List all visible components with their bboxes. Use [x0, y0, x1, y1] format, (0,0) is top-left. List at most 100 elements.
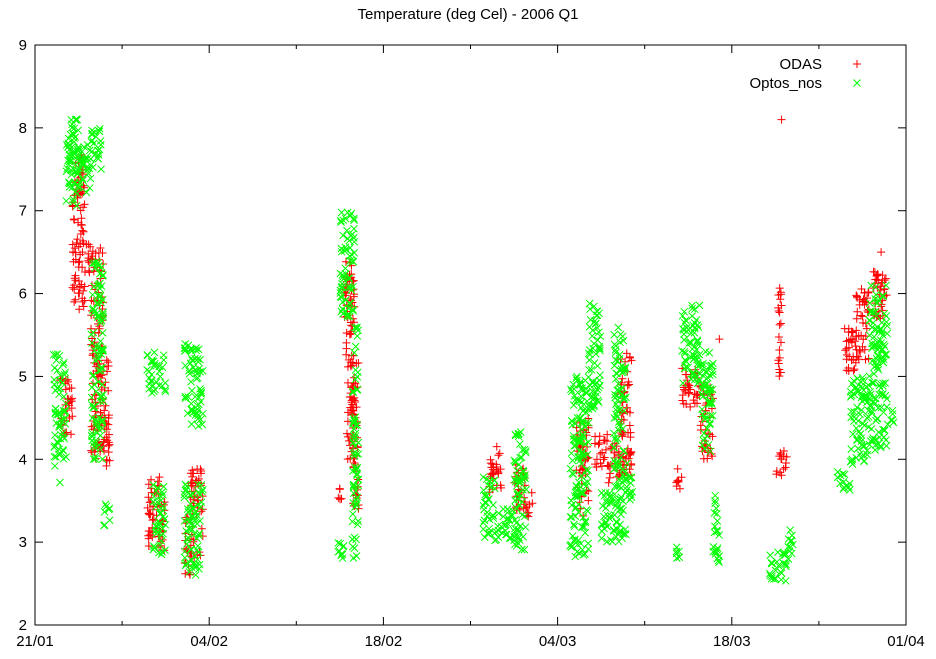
optos-nos-point — [94, 351, 102, 359]
odas-point — [686, 402, 695, 411]
optos-nos-point — [93, 313, 102, 322]
optos-nos-point — [577, 419, 586, 428]
optos-nos-point — [592, 311, 601, 320]
optos-nos-point — [878, 390, 887, 399]
optos-nos-point — [191, 571, 200, 579]
optos-nos-point — [187, 563, 196, 572]
odas-point — [775, 320, 784, 329]
optos-nos-point — [672, 554, 681, 563]
optos-nos-point — [876, 443, 885, 452]
optos-nos-point — [69, 148, 78, 157]
optos-nos-point — [343, 208, 352, 217]
optos-nos-point — [570, 522, 579, 531]
optos-nos-point — [610, 490, 619, 499]
optos-nos-point — [784, 555, 793, 563]
odas-point — [487, 463, 496, 472]
odas-point — [625, 421, 634, 430]
odas-point — [852, 352, 861, 361]
odas-point — [349, 406, 358, 415]
optos-nos-point — [613, 413, 622, 421]
optos-nos-point — [349, 431, 358, 440]
optos-nos-point — [65, 141, 74, 149]
optos-nos-point — [349, 388, 358, 397]
odas-point — [775, 346, 784, 355]
optos-nos-point — [715, 558, 723, 567]
optos-nos-point — [70, 124, 79, 133]
odas-point — [626, 448, 635, 457]
odas-point — [94, 328, 103, 337]
optos-nos-point — [519, 466, 528, 475]
optos-nos-point — [55, 445, 63, 454]
optos-nos-point — [577, 392, 585, 401]
optos-nos-point — [703, 368, 711, 376]
optos-nos-point — [197, 481, 206, 489]
x-tick-label: 04/02 — [190, 633, 228, 650]
optos-nos-point — [50, 452, 59, 461]
odas-point — [194, 474, 203, 483]
optos-nos-point — [866, 308, 875, 317]
optos-nos-point — [571, 488, 580, 497]
odas-point — [335, 484, 344, 493]
optos-nos-point — [877, 380, 885, 388]
optos-nos-point — [351, 503, 359, 511]
odas-point — [715, 335, 724, 344]
optos-nos-point — [149, 357, 158, 366]
odas-point — [79, 302, 88, 311]
optos-nos-point — [479, 486, 488, 495]
optos-nos-point — [839, 485, 848, 493]
odas-point — [528, 499, 537, 508]
axes-layer: 2 3 4 5 6 7 8 9 21/01 04/02 18/02 04/03 18/03 01/04 — [16, 37, 925, 650]
optos-nos-point — [567, 449, 576, 458]
optos-nos-point — [680, 336, 688, 344]
optos-nos-point — [96, 445, 105, 454]
optos-nos-point — [880, 351, 889, 359]
optos-nos-point — [159, 482, 168, 491]
optos-nos-point — [334, 539, 343, 547]
optos-nos-point — [188, 386, 196, 395]
optos-nos-point — [186, 346, 195, 354]
optos-nos-point — [690, 305, 699, 314]
odas-point — [337, 494, 346, 503]
odas-point — [774, 359, 783, 368]
odas-point — [497, 483, 506, 492]
optos-nos-point — [95, 124, 104, 133]
optos-nos-point — [50, 462, 59, 470]
optos-nos-point — [53, 437, 62, 446]
optos-nos-point — [610, 340, 619, 349]
odas-point — [673, 477, 682, 486]
odas-point — [856, 347, 865, 356]
optos-nos-point — [350, 452, 359, 460]
optos-nos-point — [517, 545, 526, 554]
optos-nos-point — [198, 420, 207, 429]
optos-nos-point — [52, 453, 60, 461]
optos-nos-point — [852, 454, 861, 462]
odas-point — [777, 115, 786, 124]
optos-nos-point — [62, 197, 71, 205]
optos-nos-point — [91, 455, 100, 463]
odas-point — [841, 346, 850, 355]
optos-nos-point — [588, 332, 597, 340]
optos-nos-point — [865, 316, 874, 325]
optos-nos-point — [88, 339, 96, 347]
odas-point — [74, 258, 83, 267]
optos-nos-point — [591, 319, 600, 328]
x-tick-label: 21/01 — [16, 633, 54, 650]
optos-nos-point — [680, 318, 689, 327]
optos-nos-point — [586, 305, 594, 314]
optos-nos-point — [615, 386, 623, 395]
optos-nos-point — [194, 357, 202, 366]
odas-point — [872, 275, 881, 284]
optos-nos-point — [625, 473, 633, 482]
optos-nos-point — [95, 126, 103, 135]
odas-point — [334, 493, 343, 502]
optos-nos-point — [510, 527, 519, 536]
odas-point — [104, 386, 113, 395]
optos-nos-point — [777, 575, 786, 584]
optos-nos-point — [566, 464, 575, 473]
optos-nos-point — [143, 351, 152, 360]
optos-nos-point — [158, 524, 167, 533]
optos-nos-point — [618, 425, 627, 433]
optos-nos-point — [336, 289, 345, 297]
optos-nos-point — [80, 143, 88, 151]
optos-nos-point — [688, 345, 697, 353]
